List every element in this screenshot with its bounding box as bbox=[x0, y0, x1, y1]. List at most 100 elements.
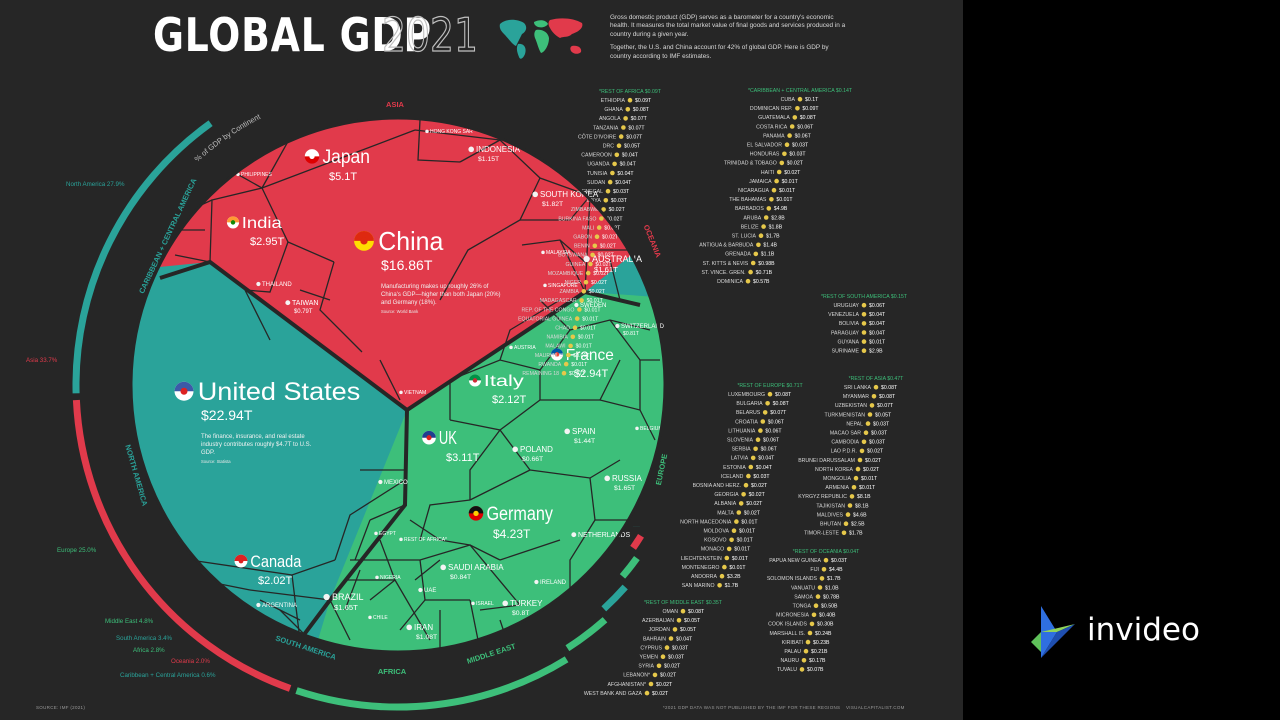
list-country: BULGARIA bbox=[736, 401, 763, 407]
list-country: BELIZE bbox=[741, 224, 759, 230]
list-country: LEBANON* bbox=[623, 673, 650, 679]
cell-border bbox=[379, 359, 401, 401]
list-country: PALAU bbox=[784, 649, 801, 655]
list-country: PAPUA NEW GUINEA bbox=[769, 558, 821, 564]
country-name: VIETNAM bbox=[404, 390, 426, 396]
flag-icon bbox=[755, 437, 761, 443]
flag-icon bbox=[512, 446, 518, 453]
flag-icon bbox=[583, 255, 590, 263]
flag-icon bbox=[738, 501, 744, 506]
gdp-voronoi-chart: North America 27.9% Asia 33.7% Europe 25.0… bbox=[26, 88, 908, 711]
list-country: BENIN bbox=[574, 244, 590, 250]
list-country: LITHUANIA bbox=[728, 428, 756, 434]
list-value: $8.1B bbox=[857, 494, 871, 500]
list-country: BRUNEI DARUSSALAM bbox=[798, 458, 855, 464]
list-value: $0.03T bbox=[668, 655, 685, 661]
footer-site: VISUALCAPITALIST.COM bbox=[846, 705, 905, 710]
list-value: $0.50B bbox=[821, 604, 838, 610]
list-country: MOLDOVA bbox=[703, 529, 729, 535]
list-country: TIMOR-LESTE bbox=[804, 531, 839, 537]
flag-icon bbox=[468, 506, 484, 521]
list-value: $0.01T bbox=[578, 335, 595, 341]
cell-border bbox=[469, 469, 531, 501]
list-value: $0.08T bbox=[773, 401, 790, 407]
country-gdp: $0.81T bbox=[623, 331, 639, 337]
list-value: $0.07T bbox=[877, 403, 894, 409]
flag-icon bbox=[807, 630, 813, 636]
list-value: $0.03T bbox=[831, 558, 848, 564]
flag-icon bbox=[502, 600, 509, 607]
list-country: CAMBODIA bbox=[831, 440, 859, 446]
list-country: VANUATU bbox=[791, 585, 815, 591]
country-name: BELGIUM bbox=[640, 426, 663, 432]
flag-icon bbox=[803, 648, 809, 654]
list-value: $0.01T bbox=[739, 529, 756, 535]
country-name: UAE bbox=[424, 588, 436, 594]
list-value: $4.9B bbox=[774, 206, 788, 212]
cell-border bbox=[599, 359, 621, 401]
cell-border bbox=[261, 129, 416, 189]
country-cells bbox=[131, 118, 665, 652]
country-note: GDP. bbox=[201, 450, 215, 456]
country-name: SAUDI ARABIA bbox=[448, 563, 504, 572]
list-value: $0.01T bbox=[587, 298, 604, 304]
flag-icon bbox=[680, 608, 686, 614]
country-name: AUSTRALIA bbox=[592, 254, 642, 264]
list-country: OMAN bbox=[662, 609, 678, 615]
intro-paragraph: Together, the U.S. and China account for… bbox=[610, 44, 829, 60]
flag-icon bbox=[672, 627, 678, 632]
flag-icon bbox=[541, 250, 545, 255]
flag-icon bbox=[623, 116, 628, 121]
list-country: REP. OF THE CONGO bbox=[522, 307, 575, 313]
list-country: PARAGUAY bbox=[831, 330, 860, 336]
list-value: $0.02T bbox=[863, 467, 880, 473]
list-country: SENEGAL bbox=[578, 189, 603, 195]
flag-icon bbox=[607, 179, 613, 185]
list-value: $0.07T bbox=[631, 116, 648, 122]
list-country: FIJI bbox=[810, 567, 819, 573]
list-value: $0.78B bbox=[823, 594, 840, 600]
list-value: $4.4B bbox=[829, 567, 843, 573]
flag-icon bbox=[422, 430, 436, 445]
flag-icon bbox=[571, 532, 577, 538]
flag-icon bbox=[815, 594, 821, 599]
flag-icon bbox=[717, 583, 722, 588]
list-country: CÔTE D'IVOIRE bbox=[578, 133, 617, 140]
flag-icon bbox=[604, 475, 610, 482]
flag-icon bbox=[534, 579, 539, 585]
flag-icon bbox=[811, 612, 817, 618]
list-value: $2.5B bbox=[851, 522, 865, 528]
list-country: SLOVENIA bbox=[727, 438, 753, 444]
list-value: $0.02T bbox=[751, 483, 768, 489]
flag-icon bbox=[644, 690, 650, 696]
list-title: *REST OF AFRICA $0.09T bbox=[599, 89, 662, 95]
video-sidebar bbox=[963, 0, 1280, 720]
list-country: COOK ISLANDS bbox=[768, 622, 807, 628]
flag-icon bbox=[771, 187, 777, 193]
list-country: NORTH KOREA bbox=[815, 467, 853, 473]
flag-icon bbox=[581, 289, 587, 294]
list-country: BOLIVIA bbox=[839, 321, 860, 327]
list-value: $0.05T bbox=[680, 627, 697, 633]
list-value: $0.05T bbox=[624, 144, 641, 150]
flag-icon bbox=[592, 243, 598, 249]
list-value: $0.03T bbox=[753, 474, 770, 480]
list-value: $0.98B bbox=[758, 261, 775, 267]
list-value: $0.06T bbox=[869, 303, 886, 309]
flag-icon bbox=[792, 115, 798, 120]
list-country: CYPRUS bbox=[640, 645, 662, 651]
list-country: BOSNIA AND HERZ. bbox=[693, 483, 741, 489]
flag-icon bbox=[588, 261, 593, 267]
list-country: PANAMA bbox=[763, 133, 785, 139]
cell-border bbox=[414, 559, 441, 581]
list-country: GUYANA bbox=[837, 339, 859, 345]
country-name: Germany bbox=[486, 504, 553, 525]
region-label: MIDDLE EAST bbox=[466, 641, 518, 665]
list-country: SAMOA bbox=[794, 594, 813, 600]
list-country: YEMEN bbox=[640, 655, 659, 661]
flag-icon bbox=[440, 564, 447, 571]
list-country: GUATEMALA bbox=[758, 115, 790, 121]
flag-icon bbox=[635, 426, 639, 431]
list-country: NIGER bbox=[565, 280, 582, 286]
list-country: BHUTAN bbox=[820, 522, 841, 528]
